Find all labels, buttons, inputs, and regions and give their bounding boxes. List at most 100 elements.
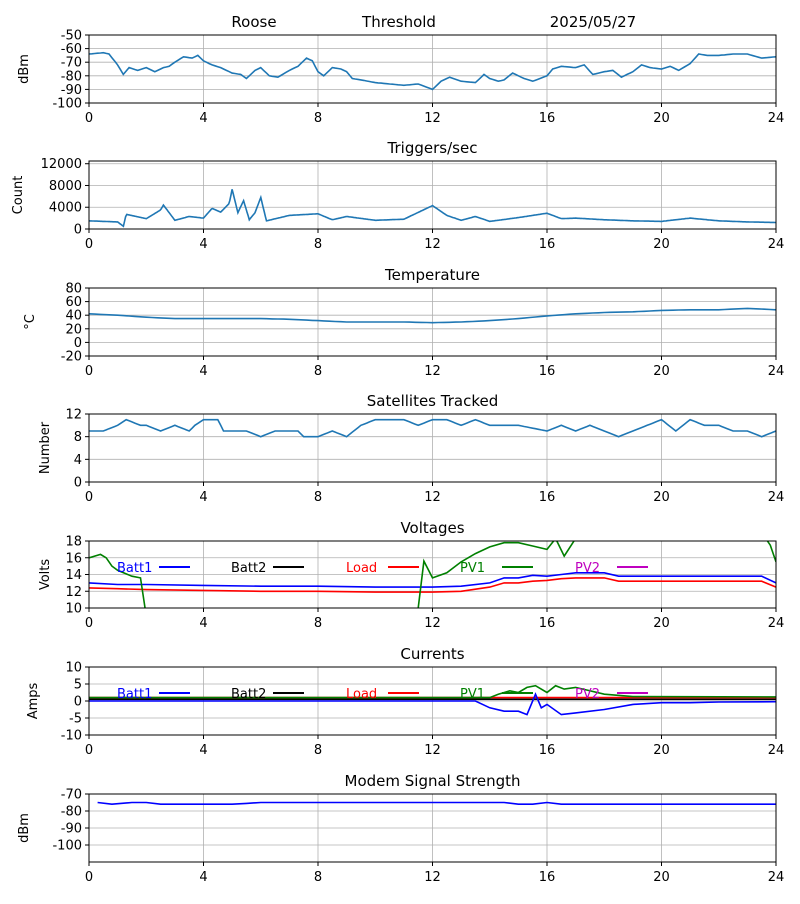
y-axis-label: Volts	[38, 559, 53, 591]
x-tick-label: 0	[85, 870, 93, 885]
x-tick-label: 24	[768, 111, 785, 126]
series-line-pv1b	[766, 541, 776, 563]
x-tick-label: 0	[85, 364, 93, 379]
y-tick-label: -80	[61, 69, 82, 84]
x-tick-label: 8	[314, 870, 322, 885]
x-tick-label: 12	[424, 870, 441, 885]
y-tick-label: 10	[65, 602, 82, 617]
panel-title: Currents	[400, 645, 464, 663]
y-tick-label: 4	[74, 453, 82, 468]
y-tick-label: 8	[74, 430, 82, 445]
y-axis-label: dBm	[17, 54, 32, 84]
series-line	[89, 51, 776, 91]
x-tick-label: 0	[85, 490, 93, 505]
y-tick-label: -20	[61, 350, 82, 365]
series-line	[89, 189, 776, 228]
x-tick-label: 0	[85, 111, 93, 126]
x-tick-label: 12	[424, 490, 441, 505]
y-tick-label: 12	[65, 408, 82, 423]
y-tick-label: -80	[61, 805, 82, 820]
x-tick-label: 16	[539, 111, 556, 126]
panel-title: Voltages	[400, 519, 464, 537]
x-tick-label: 24	[768, 364, 785, 379]
panel-title: Temperature	[384, 266, 480, 284]
y-tick-label: 10	[65, 661, 82, 676]
legend-label-load: Load	[346, 561, 377, 576]
y-tick-label: -100	[52, 97, 82, 112]
legend-label-pv2: PV2	[575, 561, 600, 576]
x-tick-label: 20	[653, 616, 670, 631]
panel-title: Triggers/sec	[387, 139, 478, 157]
y-tick-label: -100	[52, 839, 82, 854]
panel-satellites: 0 4 8 12 16 20 24 0 4 8 12 Satellites Tracked Number	[38, 392, 784, 505]
legend-label-batt2: Batt2	[231, 561, 266, 576]
legend-label-load: Load	[346, 687, 377, 702]
x-tick-label: 4	[199, 616, 207, 631]
y-tick-label: 0	[74, 695, 82, 710]
x-tick-label: 0	[85, 616, 93, 631]
x-tick-label: 4	[199, 111, 207, 126]
y-tick-label: 20	[65, 322, 82, 337]
x-tick-label: 12	[424, 111, 441, 126]
series-line-batt1	[89, 572, 776, 588]
x-tick-label: 16	[539, 743, 556, 758]
x-tick-label: 12	[424, 364, 441, 379]
series-line-load	[89, 577, 776, 593]
x-tick-label: 20	[653, 111, 670, 126]
y-tick-label: 14	[65, 568, 82, 583]
y-tick-label: 18	[65, 535, 82, 550]
y-axis-label: Count	[11, 176, 26, 215]
y-tick-label: 8000	[49, 179, 82, 194]
series-line-pv1	[89, 684, 776, 699]
y-axis-label: Number	[38, 421, 53, 474]
x-tick-label: 4	[199, 364, 207, 379]
series-line	[89, 307, 776, 324]
x-tick-label: 20	[653, 870, 670, 885]
x-tick-label: 16	[539, 364, 556, 379]
y-axis-label: Amps	[26, 682, 41, 719]
x-tick-label: 24	[768, 490, 785, 505]
y-tick-label: 12000	[41, 157, 82, 172]
panel-title: Modem Signal Strength	[345, 772, 521, 790]
x-tick-label: 24	[768, 870, 785, 885]
legend-label-pv1: PV1	[460, 561, 485, 576]
header-label: Threshold	[361, 13, 436, 31]
y-tick-label: -50	[61, 29, 82, 44]
x-tick-label: 16	[539, 870, 556, 885]
y-tick-label: -90	[61, 822, 82, 837]
panel-modem: 0 4 8 12 16 20 24 -100 -90 -80 -70 Modem Signal Str…	[17, 772, 784, 885]
x-tick-label: 20	[653, 490, 670, 505]
x-tick-label: 16	[539, 490, 556, 505]
x-tick-label: 24	[768, 237, 785, 252]
x-tick-label: 8	[314, 364, 322, 379]
panel-title: Satellites Tracked	[367, 392, 498, 410]
y-tick-label: -70	[61, 788, 82, 803]
y-tick-label: -10	[61, 729, 82, 744]
x-tick-label: 8	[314, 616, 322, 631]
y-axis-label: dBm	[17, 813, 32, 843]
x-tick-label: 12	[424, 237, 441, 252]
legend-label-pv2: PV2	[575, 687, 600, 702]
panel-triggers: 0 4 8 12 16 20 24 0 4000 8000 12000 Triggers/sec Cou…	[11, 139, 784, 252]
panel-signal: 0 4 8 12 16 20 24 -100-90-80-70-60-50 dBm	[17, 29, 784, 127]
y-tick-label: 80	[65, 282, 82, 297]
x-tick-label: 20	[653, 364, 670, 379]
x-tick-label: 8	[314, 490, 322, 505]
y-tick-label: 40	[65, 309, 82, 324]
x-tick-label: 8	[314, 237, 322, 252]
y-tick-label: -70	[61, 56, 82, 71]
series-line-pv1	[89, 541, 575, 608]
x-tick-label: 24	[768, 743, 785, 758]
x-tick-label: 12	[424, 743, 441, 758]
x-tick-label: 16	[539, 616, 556, 631]
header-station: Roose	[231, 13, 276, 31]
x-tick-label: 12	[424, 616, 441, 631]
x-tick-label: 4	[199, 490, 207, 505]
y-tick-label: 0	[74, 476, 82, 491]
x-tick-label: 8	[314, 743, 322, 758]
y-tick-label: 12	[65, 585, 82, 600]
y-tick-label: 0	[74, 223, 82, 238]
x-tick-label: 4	[199, 870, 207, 885]
panel-currents: 0 4 8 12 16 20 24 -10 -5 0 5 10 Currents Amps Batt1 Bat…	[26, 645, 784, 758]
